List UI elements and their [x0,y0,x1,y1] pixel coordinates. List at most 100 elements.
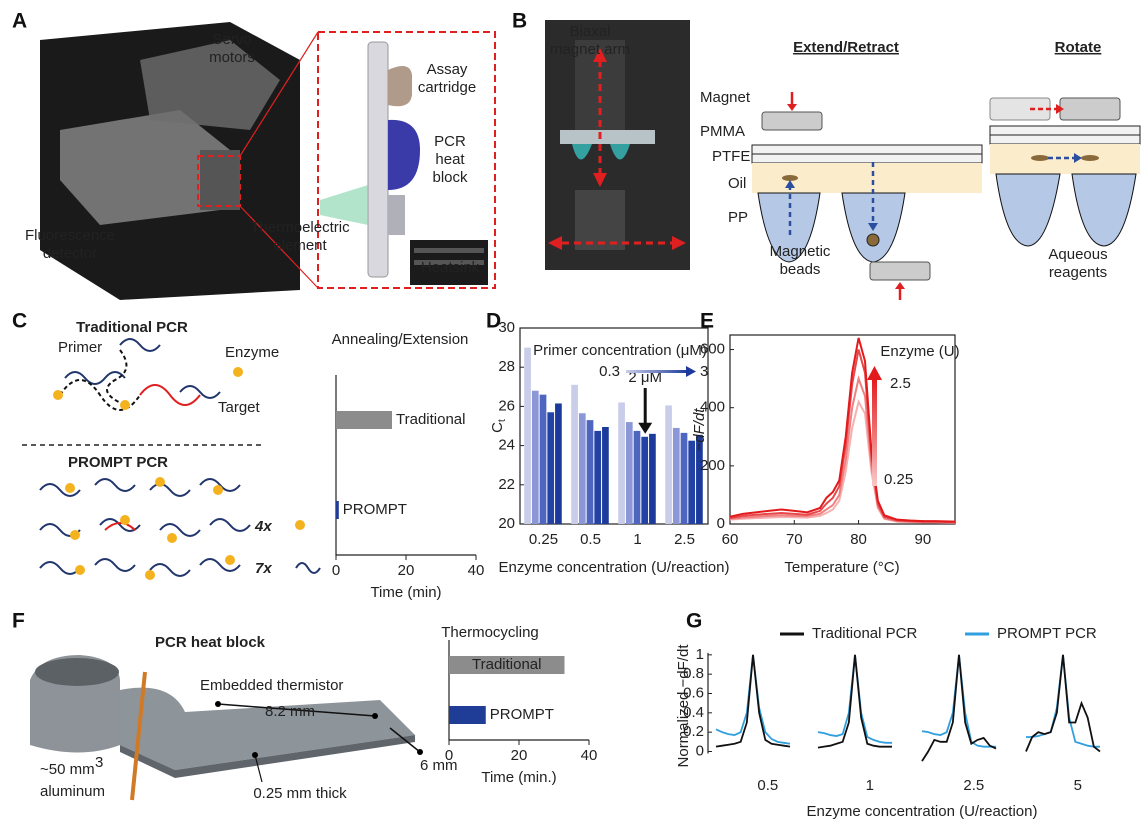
legend-title: Primer concentration (μM) [533,342,707,359]
label: block [432,169,468,186]
bar [524,348,531,524]
x-tick-label: 5 [1074,777,1082,794]
panel-letter: E [700,310,714,333]
line [922,655,996,747]
label: Servo [212,31,251,48]
legend-label: 3 [700,363,708,380]
y-label: Normalized −dF/dt [675,644,692,768]
x-label: Temperature (°C) [784,559,899,576]
x-tick-label: 20 [511,747,528,764]
y-tick-label: 600 [700,341,725,358]
legend-label: 0.3 [599,363,620,380]
label: 0.25 mm thick [253,785,347,802]
x-tick-label: 0 [332,562,340,579]
label: Embedded thermistor [200,677,343,694]
page: {"panel_letters":["A","B","C","D","E","F… [0,0,1147,823]
x-tick-label: 40 [468,562,485,579]
bar [618,402,625,524]
label: PTFE [712,148,750,165]
label: 8.2 mm [265,703,315,720]
label: Enzyme [225,344,279,361]
y-label: Ct [489,419,508,433]
bar-label: PROMPT [343,501,407,518]
y-tick-label: 26 [498,397,515,414]
label: cartridge [418,79,476,96]
legend-gradient [626,370,688,373]
axis [336,375,476,555]
x-tick-label: 0 [445,747,453,764]
label: aluminum [40,783,105,800]
chart-title: Thermocycling [441,624,539,641]
y-tick-label: 1 [696,646,704,663]
bar [540,395,547,524]
x-tick-label: 90 [915,531,932,548]
bar-label: Traditional [396,411,465,428]
legend-gradient [872,378,877,486]
pcr-cartoon [22,339,320,580]
x-tick-label: 80 [850,531,867,548]
label: ~50 mm [40,761,95,778]
x-tick-label: 0.25 [529,531,558,548]
label: PROMPT PCR [68,454,168,471]
y-tick-label: 200 [700,457,725,474]
label: Oil [728,175,746,192]
bar [688,441,695,524]
label: Magnet [700,89,751,106]
y-tick-label: 28 [498,358,515,375]
y-tick-label: 0 [696,742,704,759]
x-tick-label: 0.5 [580,531,601,548]
panel-letter: B [512,10,527,33]
bar [555,403,562,524]
label: magnet arm [550,41,630,58]
label: motors [209,49,255,66]
label: element [273,237,327,254]
bar [681,433,688,524]
plot-frame [730,335,955,524]
panel-letter: G [686,610,702,633]
y-tick-label: 0 [717,515,725,532]
bar [532,391,539,524]
label: reagents [1049,264,1107,281]
label: Aqueous [1048,246,1107,263]
y-label-main: C [489,422,506,433]
label: Magnetic [770,243,831,260]
label: Traditional PCR [76,319,188,336]
figure: A B C D E F G ServomotorsFluorescencedet… [0,0,1147,823]
legend-label: Traditional PCR [812,625,917,642]
label: Fluorescence [25,227,115,244]
legend-label: PROMPT PCR [997,625,1097,642]
x-tick-label: 20 [398,562,415,579]
x-tick-label: 40 [581,747,598,764]
x-label: Enzyme concentration (U/reaction) [499,559,730,576]
bar [449,706,486,724]
x-tick-label: 2.5 [963,777,984,794]
label: PCR heat block [155,634,266,651]
legend-arrowhead [867,366,882,380]
line [922,655,996,761]
x-label: Enzyme concentration (U/reaction) [807,803,1038,820]
line [716,655,790,744]
x-tick-label: 60 [722,531,739,548]
bar [665,405,672,524]
y-label-sub: t [497,419,508,422]
panel-letter: A [12,10,27,33]
legend-label: 0.25 [884,471,913,488]
bar [641,437,648,524]
label: Thermoelectric [250,219,350,236]
label: Rotate [1055,39,1102,56]
label: PCR [434,133,466,150]
panel-letter: C [12,310,27,333]
x-tick-label: 70 [786,531,803,548]
line [730,338,955,522]
x-label: Time (min.) [481,769,556,786]
bar [602,427,609,524]
label: detector [43,245,97,262]
legend-label: 2.5 [890,375,911,392]
bar [594,431,601,524]
bar [649,434,656,524]
label: Assay [427,61,468,78]
x-tick-label: 2.5 [674,531,695,548]
label: beads [780,261,821,278]
line [818,655,892,743]
x-label: Time (min) [370,584,441,601]
